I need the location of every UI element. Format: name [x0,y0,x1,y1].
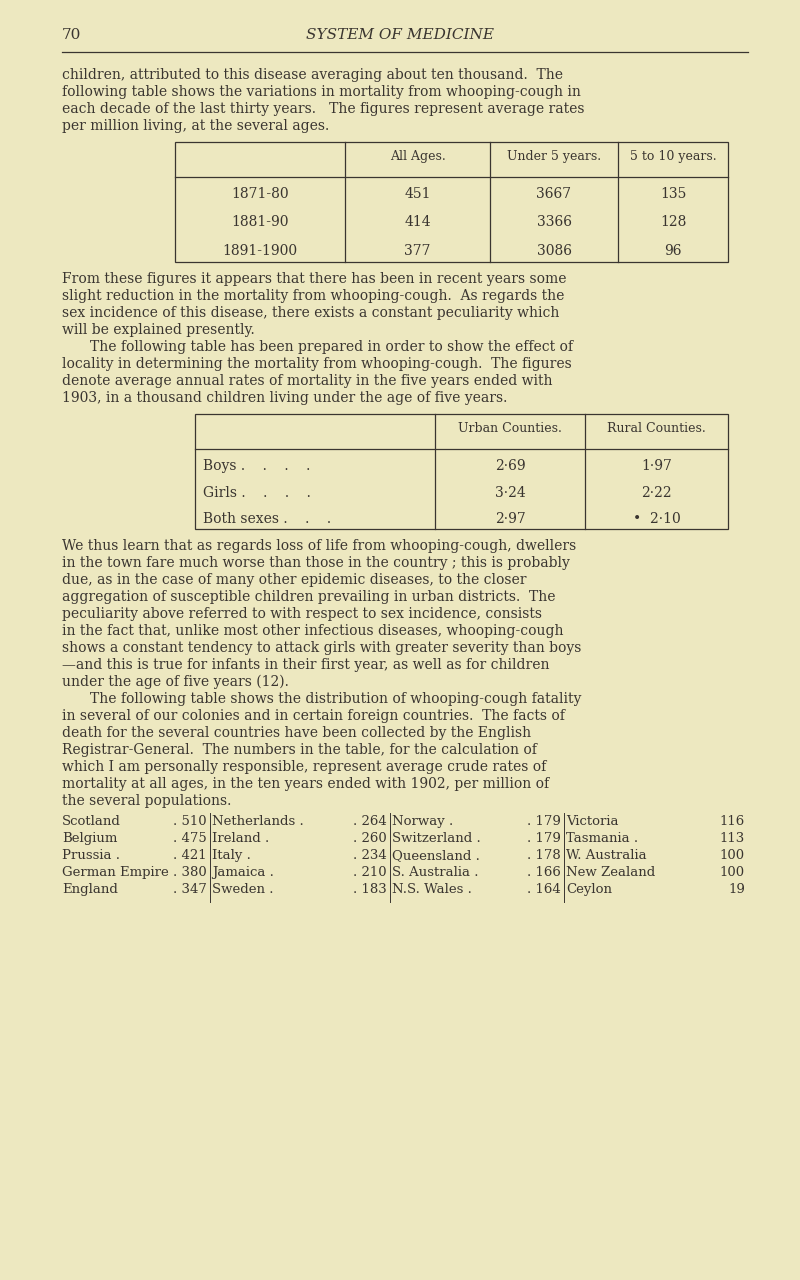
Text: sex incidence of this disease, there exists a constant peculiarity which: sex incidence of this disease, there exi… [62,306,559,320]
Text: England: England [62,883,118,896]
Text: 451: 451 [404,187,430,201]
Text: 3667: 3667 [537,187,571,201]
Text: 414: 414 [404,215,431,229]
Text: following table shows the variations in mortality from whooping-cough in: following table shows the variations in … [62,84,581,99]
Text: per million living, at the several ages.: per million living, at the several ages. [62,119,330,133]
Text: 113: 113 [720,832,745,845]
Text: shows a constant tendency to attack girls with greater severity than boys: shows a constant tendency to attack girl… [62,641,582,655]
Text: Switzerland .: Switzerland . [392,832,481,845]
Text: locality in determining the mortality from whooping-cough.  The figures: locality in determining the mortality fr… [62,357,572,371]
Text: . 210: . 210 [354,867,387,879]
Text: aggregation of susceptible children prevailing in urban districts.  The: aggregation of susceptible children prev… [62,590,555,604]
Text: Prussia .: Prussia . [62,849,120,861]
Text: We thus learn that as regards loss of life from whooping-cough, dwellers: We thus learn that as regards loss of li… [62,539,576,553]
Text: W. Australia: W. Australia [566,849,646,861]
Text: 100: 100 [720,867,745,879]
Text: in several of our colonies and in certain foreign countries.  The facts of: in several of our colonies and in certai… [62,709,565,723]
Text: . 264: . 264 [354,815,387,828]
Text: N.S. Wales .: N.S. Wales . [392,883,472,896]
Text: . 260: . 260 [354,832,387,845]
Text: 100: 100 [720,849,745,861]
Text: •  2·10: • 2·10 [633,512,680,526]
Text: 2·69: 2·69 [494,460,526,474]
Text: 2·22: 2·22 [641,485,672,499]
Text: Queensland .: Queensland . [392,849,480,861]
Text: 96: 96 [664,243,682,257]
Text: SYSTEM OF MEDICINE: SYSTEM OF MEDICINE [306,28,494,42]
Text: 116: 116 [720,815,745,828]
Bar [175,142,728,262]
Text: will be explained presently.: will be explained presently. [62,323,254,337]
Text: . 475: . 475 [174,832,207,845]
Text: 1·97: 1·97 [641,460,672,474]
Text: The following table shows the distribution of whooping-cough fatality: The following table shows the distributi… [90,692,582,707]
Text: Ceylon: Ceylon [566,883,612,896]
Text: New Zealand: New Zealand [566,867,655,879]
Text: Belgium: Belgium [62,832,118,845]
Text: 3086: 3086 [537,243,571,257]
Text: . 166: . 166 [527,867,561,879]
Text: . 380: . 380 [174,867,207,879]
Text: Tasmania .: Tasmania . [566,832,638,845]
Text: . 421: . 421 [174,849,207,861]
Text: Under 5 years.: Under 5 years. [507,150,601,163]
Text: 1871-80: 1871-80 [231,187,289,201]
Text: the several populations.: the several populations. [62,794,231,808]
Text: in the town fare much worse than those in the country ; this is probably: in the town fare much worse than those i… [62,556,570,570]
Text: Boys .    .    .    .: Boys . . . . [203,460,310,474]
Text: 3·24: 3·24 [494,485,526,499]
Text: 1891-1900: 1891-1900 [222,243,298,257]
Text: All Ages.: All Ages. [390,150,446,163]
Text: . 183: . 183 [354,883,387,896]
Text: Ireland .: Ireland . [212,832,270,845]
Text: S. Australia .: S. Australia . [392,867,478,879]
Text: death for the several countries have been collected by the English: death for the several countries have bee… [62,726,531,740]
Text: Netherlands .: Netherlands . [212,815,304,828]
Text: From these figures it appears that there has been in recent years some: From these figures it appears that there… [62,271,566,285]
Text: 377: 377 [404,243,430,257]
Text: 70: 70 [62,28,82,42]
Bar [195,413,728,529]
Text: Urban Counties.: Urban Counties. [458,422,562,435]
Text: Girls .    .    .    .: Girls . . . . [203,485,311,499]
Text: . 179: . 179 [527,815,561,828]
Text: . 179: . 179 [527,832,561,845]
Text: Both sexes .    .    .: Both sexes . . . [203,512,331,526]
Text: . 234: . 234 [354,849,387,861]
Text: 3366: 3366 [537,215,571,229]
Text: Scotland: Scotland [62,815,121,828]
Text: 19: 19 [728,883,745,896]
Text: Registrar-General.  The numbers in the table, for the calculation of: Registrar-General. The numbers in the ta… [62,742,537,756]
Text: 2·97: 2·97 [494,512,526,526]
Text: The following table has been prepared in order to show the effect of: The following table has been prepared in… [90,340,573,355]
Text: each decade of the last thirty years.   The figures represent average rates: each decade of the last thirty years. Th… [62,102,585,116]
Text: . 178: . 178 [527,849,561,861]
Text: Rural Counties.: Rural Counties. [607,422,706,435]
Text: German Empire: German Empire [62,867,169,879]
Text: due, as in the case of many other epidemic diseases, to the closer: due, as in the case of many other epidem… [62,573,526,588]
Text: —and this is true for infants in their first year, as well as for children: —and this is true for infants in their f… [62,658,550,672]
Text: 128: 128 [660,215,686,229]
Text: Italy .: Italy . [212,849,251,861]
Text: Sweden .: Sweden . [212,883,274,896]
Text: peculiarity above referred to with respect to sex incidence, consists: peculiarity above referred to with respe… [62,607,542,621]
Text: slight reduction in the mortality from whooping-cough.  As regards the: slight reduction in the mortality from w… [62,289,564,303]
Text: denote average annual rates of mortality in the five years ended with: denote average annual rates of mortality… [62,374,553,388]
Text: children, attributed to this disease averaging about ten thousand.  The: children, attributed to this disease ave… [62,68,563,82]
Text: Norway .: Norway . [392,815,454,828]
Text: . 510: . 510 [174,815,207,828]
Text: Victoria: Victoria [566,815,618,828]
Text: 5 to 10 years.: 5 to 10 years. [630,150,716,163]
Text: . 164: . 164 [527,883,561,896]
Text: which I am personally responsible, represent average crude rates of: which I am personally responsible, repre… [62,760,546,774]
Text: 135: 135 [660,187,686,201]
Text: mortality at all ages, in the ten years ended with 1902, per million of: mortality at all ages, in the ten years … [62,777,549,791]
Text: 1881-90: 1881-90 [231,215,289,229]
Text: in the fact that, unlike most other infectious diseases, whooping-cough: in the fact that, unlike most other infe… [62,623,563,637]
Text: 1903, in a thousand children living under the age of five years.: 1903, in a thousand children living unde… [62,390,507,404]
Text: under the age of five years (12).: under the age of five years (12). [62,675,289,690]
Text: . 347: . 347 [173,883,207,896]
Text: Jamaica .: Jamaica . [212,867,274,879]
